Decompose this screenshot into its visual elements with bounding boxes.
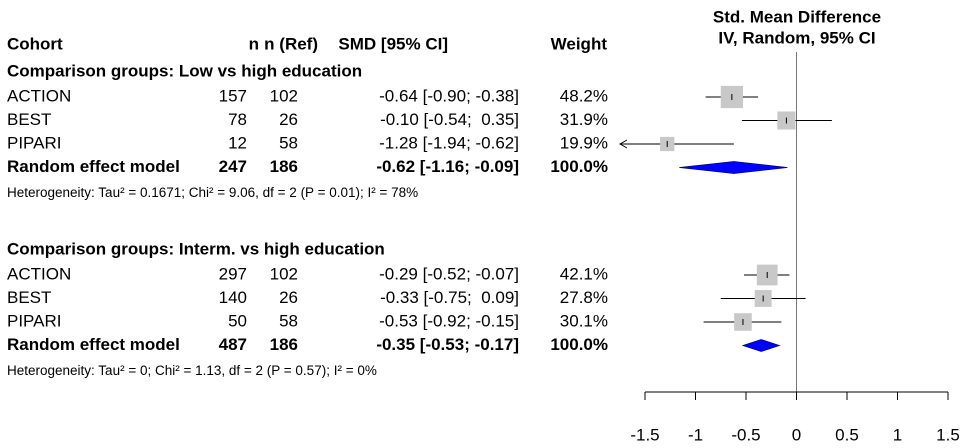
smd-ci: -1.28 [-1.94; -0.62] bbox=[379, 133, 519, 152]
weight: 100.0% bbox=[550, 157, 608, 176]
heterogeneity: Heterogeneity: Tau² = 0.1671; Chi² = 9.0… bbox=[7, 185, 418, 200]
ci-arrow bbox=[618, 139, 628, 149]
cohort-name: Random effect model bbox=[7, 335, 180, 354]
smd-ci: -0.35 [-0.53; -0.17] bbox=[376, 335, 519, 354]
smd-ci: -0.10 [-0.54; 0.35] bbox=[380, 110, 519, 129]
cohort-name: ACTION bbox=[7, 264, 71, 283]
n-ref-value: 58 bbox=[279, 311, 298, 330]
column-header: n (Ref) bbox=[264, 34, 318, 53]
x-tick-label: 1.5 bbox=[936, 425, 960, 444]
cohort-name: BEST bbox=[7, 288, 51, 307]
smd-ci: -0.29 [-0.52; -0.07] bbox=[379, 264, 519, 283]
x-tick-label: 0.5 bbox=[835, 425, 859, 444]
smd-ci: -0.62 [-1.16; -0.09] bbox=[376, 157, 519, 176]
x-tick-label: 0 bbox=[792, 425, 801, 444]
n-value: 487 bbox=[219, 335, 247, 354]
n-ref-value: 186 bbox=[270, 157, 298, 176]
weight: 27.8% bbox=[560, 288, 608, 307]
column-header: SMD [95% CI] bbox=[338, 34, 448, 53]
n-value: 247 bbox=[219, 157, 247, 176]
cohort-name: PIPARI bbox=[7, 133, 61, 152]
plot-title: Std. Mean Difference bbox=[713, 7, 881, 26]
column-header: n bbox=[249, 34, 259, 53]
n-value: 78 bbox=[228, 110, 247, 129]
cohort-name: Random effect model bbox=[7, 157, 180, 176]
heterogeneity: Heterogeneity: Tau² = 0; Chi² = 1.13, df… bbox=[7, 363, 377, 378]
n-ref-value: 102 bbox=[270, 86, 298, 105]
weight: 48.2% bbox=[560, 86, 608, 105]
smd-ci: -0.53 [-0.92; -0.15] bbox=[379, 311, 519, 330]
cohort-name: PIPARI bbox=[7, 311, 61, 330]
n-ref-value: 102 bbox=[270, 264, 298, 283]
cohort-name: BEST bbox=[7, 110, 51, 129]
n-value: 50 bbox=[228, 311, 247, 330]
weight: 30.1% bbox=[560, 311, 608, 330]
weight: 19.9% bbox=[560, 133, 608, 152]
x-tick-label: 1 bbox=[893, 425, 902, 444]
n-ref-value: 26 bbox=[279, 288, 298, 307]
pooled-diamond bbox=[741, 339, 781, 352]
group-title: Comparison groups: Interm. vs high educa… bbox=[7, 239, 385, 258]
n-value: 297 bbox=[219, 264, 247, 283]
n-value: 12 bbox=[228, 133, 247, 152]
weight: 42.1% bbox=[560, 264, 608, 283]
n-value: 140 bbox=[219, 288, 247, 307]
n-ref-value: 186 bbox=[270, 335, 298, 354]
n-value: 157 bbox=[219, 86, 247, 105]
cohort-name: ACTION bbox=[7, 86, 71, 105]
x-tick-label: -1 bbox=[688, 425, 703, 444]
smd-ci: -0.33 [-0.75; 0.09] bbox=[380, 288, 519, 307]
x-tick-label: -0.5 bbox=[731, 425, 760, 444]
x-tick-label: -1.5 bbox=[630, 425, 659, 444]
smd-ci: -0.64 [-0.90; -0.38] bbox=[379, 86, 519, 105]
column-header: Cohort bbox=[7, 34, 63, 53]
weight: 31.9% bbox=[560, 110, 608, 129]
group-title: Comparison groups: Low vs high education bbox=[7, 61, 362, 80]
plot-subtitle: IV, Random, 95% CI bbox=[718, 28, 875, 47]
column-header: Weight bbox=[551, 34, 608, 53]
weight: 100.0% bbox=[550, 335, 608, 354]
n-ref-value: 26 bbox=[279, 110, 298, 129]
pooled-diamond bbox=[679, 161, 788, 174]
n-ref-value: 58 bbox=[279, 133, 298, 152]
